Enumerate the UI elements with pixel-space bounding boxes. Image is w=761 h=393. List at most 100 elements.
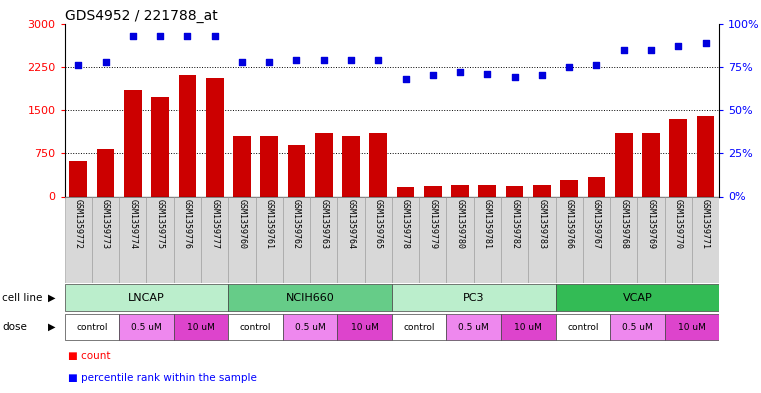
Bar: [556, 314, 610, 340]
Text: GSM1359761: GSM1359761: [265, 199, 274, 249]
Bar: [692, 196, 719, 283]
Text: GSM1359782: GSM1359782: [510, 199, 519, 249]
Point: [209, 33, 221, 39]
Point: [400, 76, 412, 82]
Bar: [256, 196, 283, 283]
Bar: [365, 196, 392, 283]
Bar: [92, 196, 119, 283]
Text: 0.5 uM: 0.5 uM: [131, 323, 162, 332]
Bar: [179, 75, 196, 196]
Text: control: control: [403, 323, 435, 332]
Point: [372, 57, 384, 63]
Bar: [65, 196, 92, 283]
Bar: [696, 116, 715, 196]
Point: [481, 71, 493, 77]
Bar: [560, 180, 578, 196]
Bar: [69, 161, 88, 196]
Bar: [506, 186, 524, 196]
Bar: [501, 196, 528, 283]
Point: [100, 59, 112, 65]
Bar: [65, 285, 228, 311]
Text: GSM1359765: GSM1359765: [374, 199, 383, 249]
Text: GSM1359767: GSM1359767: [592, 199, 601, 249]
Text: GSM1359776: GSM1359776: [183, 199, 192, 249]
Text: GSM1359778: GSM1359778: [401, 199, 410, 249]
Text: PC3: PC3: [463, 293, 485, 303]
Bar: [310, 196, 337, 283]
Bar: [447, 196, 473, 283]
Point: [427, 72, 439, 79]
Bar: [556, 285, 719, 311]
Text: GSM1359773: GSM1359773: [101, 199, 110, 249]
Bar: [337, 196, 365, 283]
Bar: [587, 177, 605, 196]
Text: control: control: [567, 323, 599, 332]
Point: [672, 43, 684, 49]
Bar: [342, 136, 360, 196]
Point: [154, 33, 166, 39]
Text: GSM1359770: GSM1359770: [673, 199, 683, 249]
Text: NCIH660: NCIH660: [285, 293, 335, 303]
Bar: [228, 314, 283, 340]
Point: [127, 33, 139, 39]
Bar: [392, 314, 447, 340]
Bar: [664, 196, 692, 283]
Text: GSM1359764: GSM1359764: [346, 199, 355, 249]
Text: GSM1359777: GSM1359777: [210, 199, 219, 249]
Text: GSM1359780: GSM1359780: [456, 199, 464, 249]
Point: [263, 59, 275, 65]
Text: GSM1359768: GSM1359768: [619, 199, 628, 249]
Bar: [174, 196, 201, 283]
Bar: [447, 314, 501, 340]
Bar: [528, 196, 556, 283]
Bar: [615, 133, 632, 196]
Bar: [533, 185, 551, 196]
Bar: [610, 196, 638, 283]
Text: VCAP: VCAP: [622, 293, 652, 303]
Text: ▶: ▶: [48, 293, 56, 303]
Bar: [260, 136, 278, 196]
Text: ▶: ▶: [48, 322, 56, 332]
Point: [699, 39, 712, 46]
Bar: [205, 78, 224, 196]
Text: GSM1359775: GSM1359775: [156, 199, 164, 249]
Bar: [315, 133, 333, 196]
Text: GSM1359766: GSM1359766: [565, 199, 574, 249]
Text: 10 uM: 10 uM: [514, 323, 542, 332]
Bar: [556, 196, 583, 283]
Bar: [392, 285, 556, 311]
Bar: [670, 119, 687, 196]
Point: [236, 59, 248, 65]
Bar: [228, 285, 392, 311]
Point: [317, 57, 330, 63]
Bar: [201, 196, 228, 283]
Bar: [473, 196, 501, 283]
Text: 10 uM: 10 uM: [187, 323, 215, 332]
Text: control: control: [240, 323, 272, 332]
Text: GSM1359763: GSM1359763: [320, 199, 328, 249]
Bar: [119, 314, 174, 340]
Bar: [151, 97, 169, 196]
Bar: [638, 196, 664, 283]
Bar: [664, 314, 719, 340]
Bar: [146, 196, 174, 283]
Point: [508, 74, 521, 80]
Text: GSM1359783: GSM1359783: [537, 199, 546, 249]
Text: GSM1359769: GSM1359769: [647, 199, 655, 249]
Point: [345, 57, 357, 63]
Point: [645, 46, 657, 53]
Point: [72, 62, 84, 68]
Bar: [451, 185, 469, 196]
Text: 0.5 uM: 0.5 uM: [458, 323, 489, 332]
Text: GSM1359760: GSM1359760: [237, 199, 247, 249]
Text: 0.5 uM: 0.5 uM: [622, 323, 653, 332]
Text: ■ count: ■ count: [68, 351, 111, 361]
Bar: [424, 186, 441, 196]
Text: GDS4952 / 221788_at: GDS4952 / 221788_at: [65, 9, 218, 22]
Bar: [124, 90, 142, 196]
Text: 10 uM: 10 uM: [678, 323, 705, 332]
Bar: [479, 185, 496, 196]
Bar: [419, 196, 447, 283]
Bar: [642, 133, 660, 196]
Bar: [369, 133, 387, 196]
